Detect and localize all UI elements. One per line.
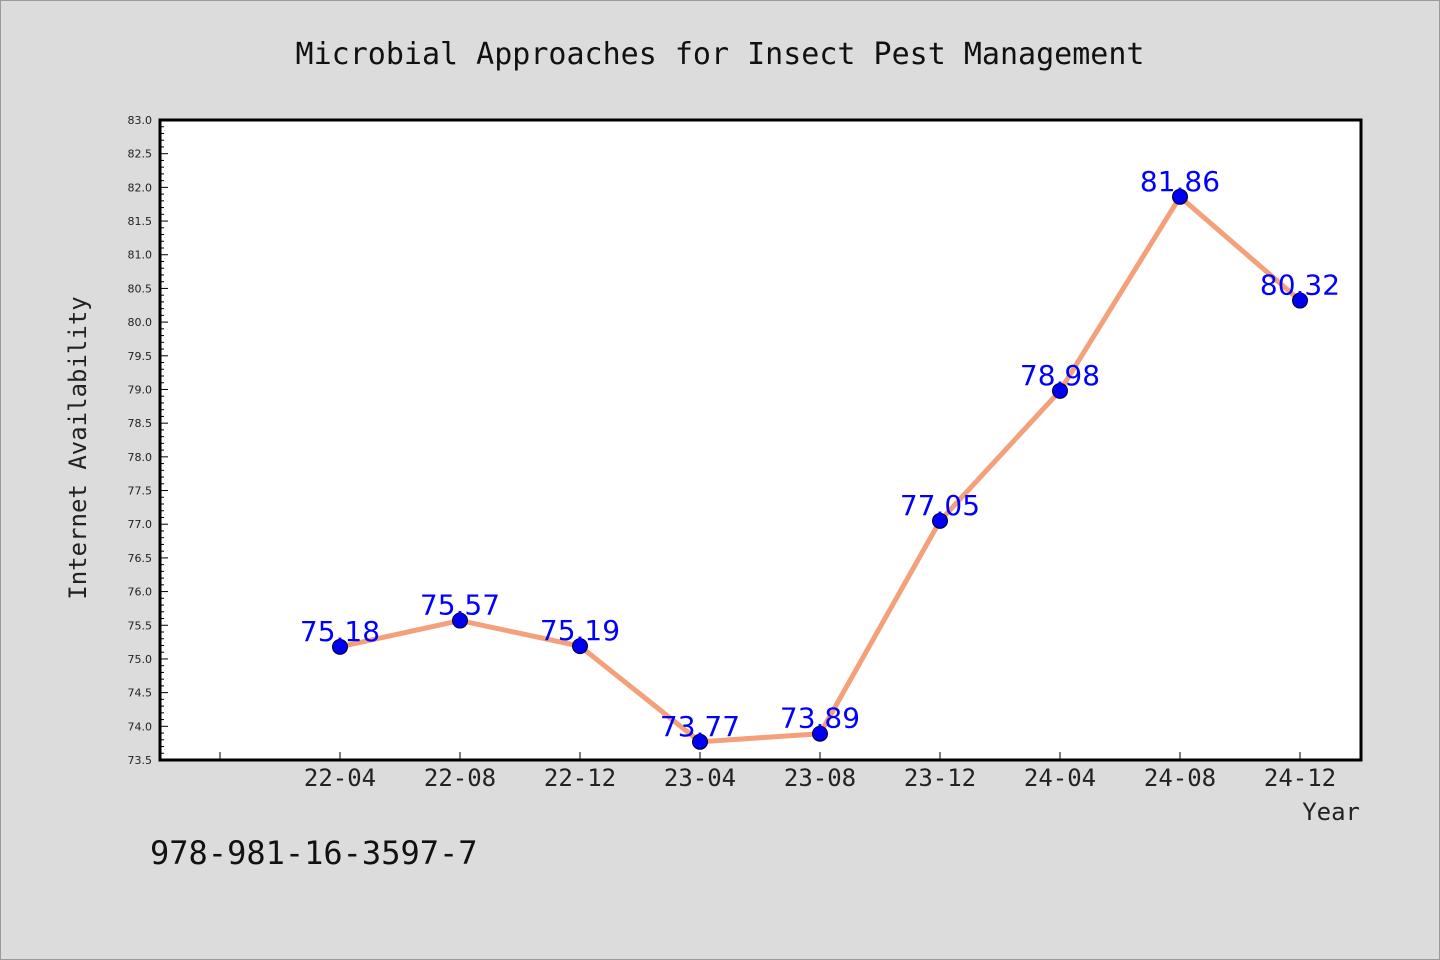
data-point [812,725,828,742]
y-tick-label: 81.5 [128,215,153,228]
y-tick-label: 73.5 [128,754,153,767]
y-tick-label: 83.0 [128,114,153,127]
y-tick-label: 81.0 [128,249,153,262]
y-tick-label: 80.5 [128,282,153,295]
y-tick-label: 82.0 [128,181,153,194]
data-label: 75.19 [540,614,620,647]
y-tick-label: 76.5 [128,552,153,565]
data-label: 73.77 [660,710,740,743]
data-label: 75.18 [300,615,380,648]
y-tick-label: 80.0 [128,316,153,329]
data-label: 77.05 [900,489,980,522]
x-tick-label: 23-08 [784,764,856,792]
x-axis: 22-04 22-08 22-12 23-04 23-08 23-12 24-04 24-08… [219,752,1336,792]
x-tick-label: 23-04 [664,764,736,792]
y-axis: 73.5 74.0 74.5 75.0 75.5 76.0 76.5 77.0 77.5 78.0… [128,114,168,767]
y-tick-label: 75.5 [128,619,153,632]
x-axis-label: Year [1302,798,1360,826]
data-series: 75.18 75.57 75.19 73.77 73.89 77.05 78.98 81.86… [300,165,1340,750]
x-tick-label: 23-12 [904,764,976,792]
y-tick-label: 78.5 [128,417,153,430]
y-axis-label: Internet Availability [64,296,92,599]
data-label: 73.89 [780,702,860,735]
data-point [1172,188,1188,205]
y-tick-label: 79.5 [128,350,153,363]
x-tick-label: 22-12 [544,764,616,792]
data-label: 78.98 [1020,359,1100,392]
y-tick-label: 74.5 [128,687,153,700]
y-tick-label: 77.0 [128,518,153,531]
data-point [692,733,708,750]
data-label: 81.86 [1140,165,1220,198]
data-point [572,638,588,655]
plot-area [158,118,1363,762]
x-tick-label: 22-08 [424,764,496,792]
y-tick-label: 76.0 [128,586,153,599]
data-point [1292,292,1308,309]
y-tick-label: 82.5 [128,148,153,161]
data-label: 75.57 [420,589,500,622]
y-tick-label: 74.0 [128,720,153,733]
x-tick-label: 24-12 [1264,764,1336,792]
y-tick-label: 75.0 [128,653,153,666]
data-point [332,638,348,655]
y-tick-label: 77.5 [128,485,153,498]
x-tick-label: 22-04 [304,764,376,792]
y-tick-label: 79.0 [128,383,153,396]
data-label: 80.32 [1260,269,1340,302]
y-tick-label: 78.0 [128,451,153,464]
data-point [932,512,948,529]
data-point [1052,382,1068,399]
data-point [452,612,468,629]
x-tick-label: 24-04 [1024,764,1096,792]
isbn-label: 978-981-16-3597-7 [150,834,478,872]
chart-title: Microbial Approaches for Insect Pest Man… [296,37,1145,72]
x-tick-label: 24-08 [1144,764,1216,792]
